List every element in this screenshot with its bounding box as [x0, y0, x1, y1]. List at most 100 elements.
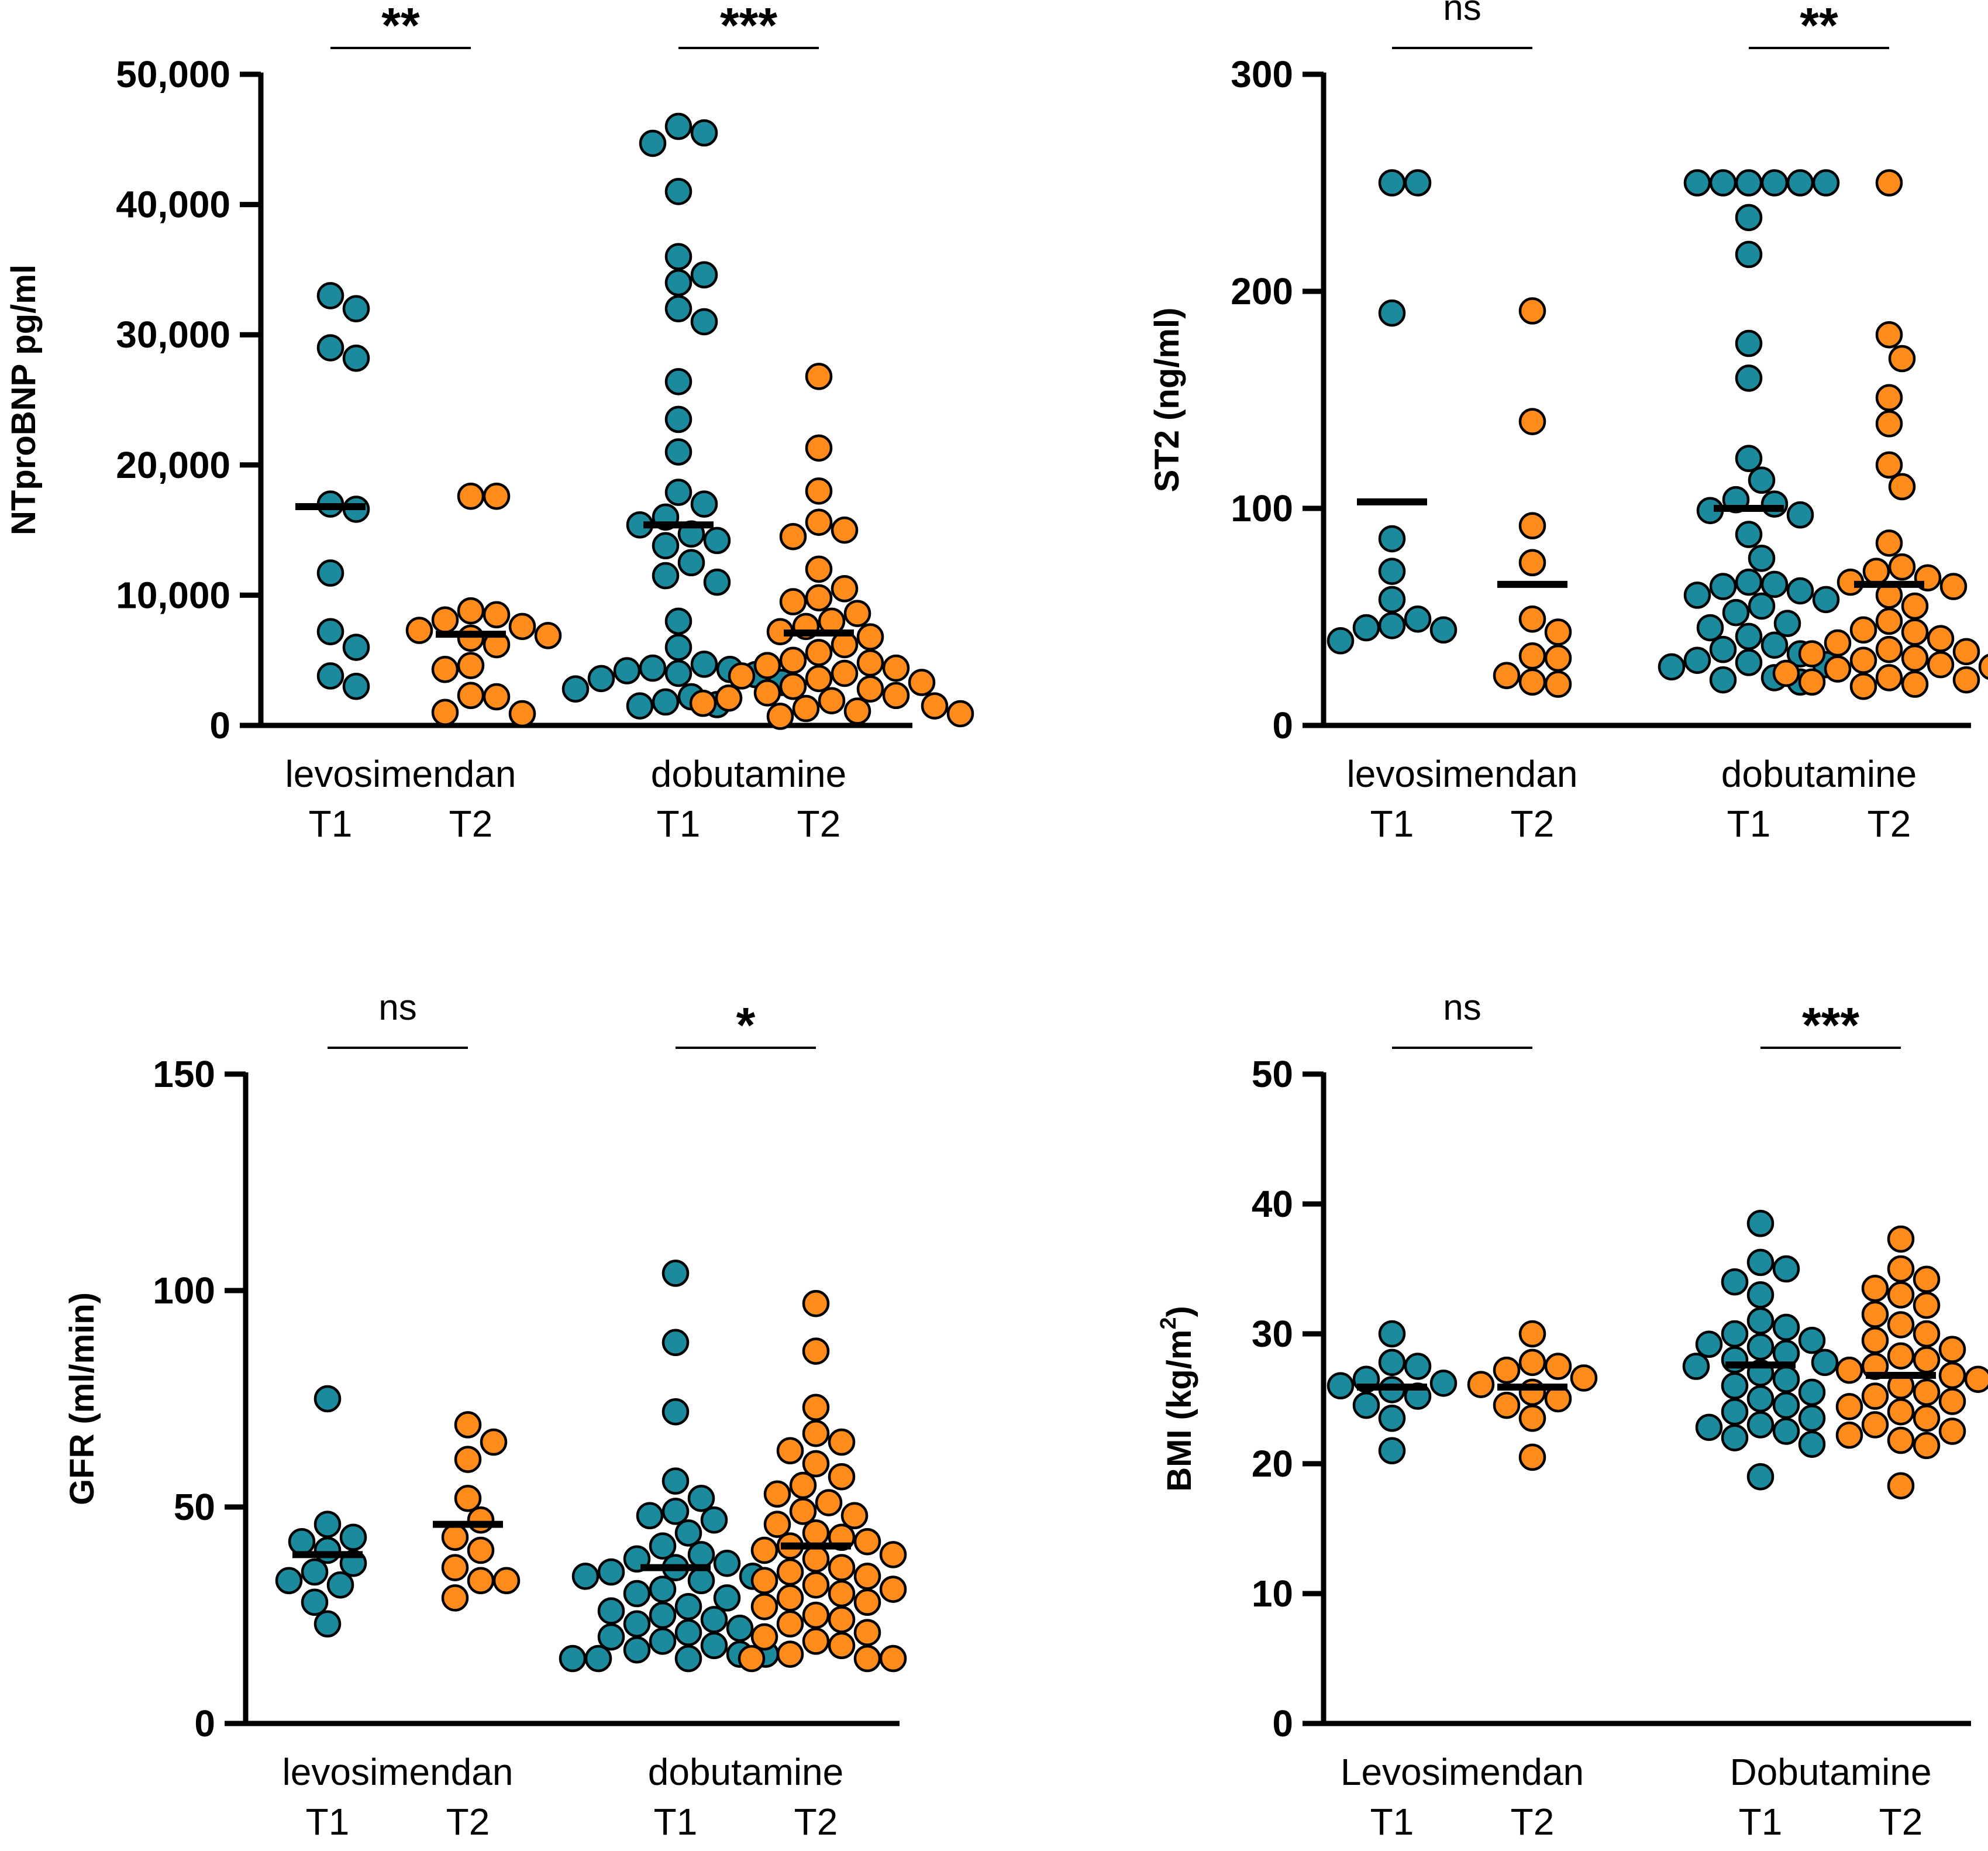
data-point	[828, 1632, 856, 1660]
data-point	[636, 1502, 664, 1530]
data-point	[853, 1563, 881, 1590]
data-point	[649, 1601, 677, 1629]
data-point	[1938, 1361, 1966, 1389]
data-point	[831, 516, 859, 544]
data-point	[1772, 1391, 1800, 1419]
data-point	[316, 282, 344, 309]
y-axis-label: NTproBNP pg/ml	[5, 264, 43, 535]
group-levosimendan: levosimendan ns T1 T2	[1327, 0, 1577, 845]
y-tick-label: 100	[153, 1269, 215, 1312]
y-axis-label: BMI (kg/m2)	[1156, 1306, 1198, 1492]
data-point	[431, 699, 459, 726]
data-point	[728, 662, 756, 690]
data-point	[856, 623, 884, 651]
data-point	[1875, 664, 1903, 691]
data-point	[559, 1644, 587, 1673]
data-point	[1683, 169, 1711, 197]
data-point	[828, 1606, 856, 1633]
significance-label: *	[736, 997, 756, 1052]
group-dobutamine: dobutamine *** T1 T2	[561, 0, 974, 845]
y-tick-label: 0	[209, 704, 230, 746]
category-label: dobutamine	[648, 1751, 843, 1793]
data-point	[1862, 558, 1890, 585]
data-point	[1721, 1424, 1749, 1451]
data-point	[879, 1575, 907, 1603]
data-point	[649, 1575, 677, 1603]
data-point	[789, 1498, 817, 1525]
y-tick-label: 40,000	[116, 184, 230, 226]
data-point	[677, 549, 705, 576]
data-point	[1849, 616, 1877, 644]
data-point	[1518, 512, 1546, 539]
timepoint-label: T1	[1739, 1801, 1783, 1843]
data-point	[454, 1411, 482, 1439]
data-point	[1861, 1382, 1889, 1410]
data-point	[1748, 466, 1776, 494]
data-point	[661, 1498, 690, 1525]
y-tick-label: 150	[153, 1053, 215, 1095]
data-point	[853, 1644, 881, 1673]
data-point	[802, 1289, 830, 1317]
data-point	[664, 438, 692, 466]
data-point	[753, 679, 781, 707]
data-point	[882, 682, 910, 710]
y-tick-label: 10	[1252, 1573, 1293, 1615]
data-point	[1939, 573, 1968, 600]
data-point	[715, 684, 743, 712]
data-point	[1748, 545, 1776, 572]
data-point	[1746, 1210, 1775, 1237]
data-point	[1544, 1353, 1572, 1380]
data-point	[1913, 1378, 1941, 1406]
data-point	[483, 683, 511, 711]
data-point	[1735, 521, 1763, 548]
data-point	[1404, 169, 1432, 197]
data-point	[1518, 1320, 1546, 1348]
data-point	[342, 634, 370, 661]
data-point	[661, 1260, 690, 1287]
group-levosimendan: Levosimendan ns T1 T2	[1327, 988, 1598, 1843]
data-point	[664, 295, 692, 322]
data-point	[818, 687, 846, 714]
data-point	[1378, 586, 1406, 614]
data-point	[623, 1580, 651, 1608]
data-point	[703, 568, 731, 596]
data-point	[792, 694, 820, 722]
data-point	[316, 662, 344, 690]
data-point	[457, 682, 485, 710]
data-point	[831, 575, 859, 603]
y-tick-label: 50	[1252, 1053, 1293, 1095]
data-point	[1875, 321, 1903, 349]
data-point	[457, 652, 485, 679]
data-point	[690, 119, 718, 147]
data-point	[1378, 1437, 1406, 1465]
data-point	[687, 1567, 715, 1595]
data-point	[639, 129, 667, 157]
data-point	[1518, 1405, 1546, 1432]
significance-label: ns	[378, 988, 416, 1028]
data-point	[454, 1484, 482, 1512]
group-levosimendan: levosimendan ** T1 T2	[285, 0, 562, 845]
data-point	[776, 1610, 804, 1638]
y-axis-label: GFR (ml/min)	[63, 1292, 101, 1505]
data-point	[1811, 1348, 1839, 1377]
data-point	[1735, 622, 1763, 651]
data-point	[738, 1644, 766, 1673]
data-point	[1695, 1330, 1723, 1358]
group-dobutamine: dobutamine ** T1 T2	[1658, 0, 1988, 845]
data-point	[1378, 525, 1406, 553]
data-point	[750, 1623, 778, 1651]
data-point	[1760, 570, 1789, 598]
data-point	[457, 624, 485, 652]
data-point	[674, 1619, 702, 1646]
data-point	[649, 1628, 677, 1655]
data-point	[776, 1640, 804, 1668]
data-point	[405, 617, 433, 644]
data-point	[1735, 445, 1763, 472]
data-point	[1378, 169, 1406, 197]
y-tick-label: 30	[1252, 1313, 1293, 1355]
data-point	[802, 1601, 830, 1629]
data-point	[313, 1610, 342, 1638]
timepoint-label: T2	[794, 1801, 838, 1843]
data-point	[1760, 169, 1789, 197]
data-point	[853, 1619, 881, 1646]
